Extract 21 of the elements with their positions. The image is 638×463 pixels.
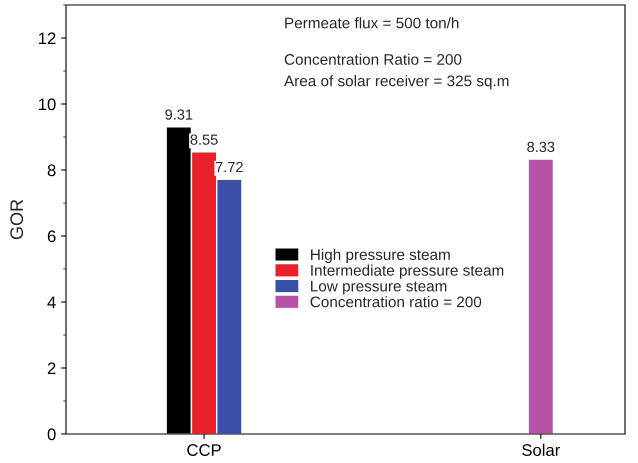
legend-label: Intermediate pressure steam [311, 264, 504, 279]
annotation: Area of solar receiver = 325 sq.m [284, 75, 508, 90]
x-tick-label: CCP [187, 444, 221, 456]
data-label: 8.33 [527, 142, 554, 152]
y-tick-label: 12 [39, 32, 56, 44]
x-tick-label: Solar [522, 444, 560, 456]
y-axis-title: GOR [10, 200, 24, 240]
y-tick-label: 8 [48, 164, 56, 176]
y-tick-label: 4 [47, 296, 56, 308]
data-label: 8.55 [190, 134, 218, 145]
y-tick-label: 6 [48, 230, 56, 242]
data-label: 9.31 [165, 109, 192, 120]
legend-label: Low pressure steam [311, 280, 446, 295]
data-label: 7.72 [216, 162, 243, 172]
legend-label: Concentration ratio = 200 [310, 296, 482, 308]
y-tick-label: 0 [48, 428, 56, 440]
annotation: Concentration Ratio = 200 [284, 54, 462, 65]
legend-label: High pressure steam [311, 248, 450, 264]
y-tick-label: 10 [39, 98, 56, 110]
y-tick-label: 2 [48, 362, 56, 374]
annotation: Permeate flux = 500 ton/h [285, 17, 458, 28]
